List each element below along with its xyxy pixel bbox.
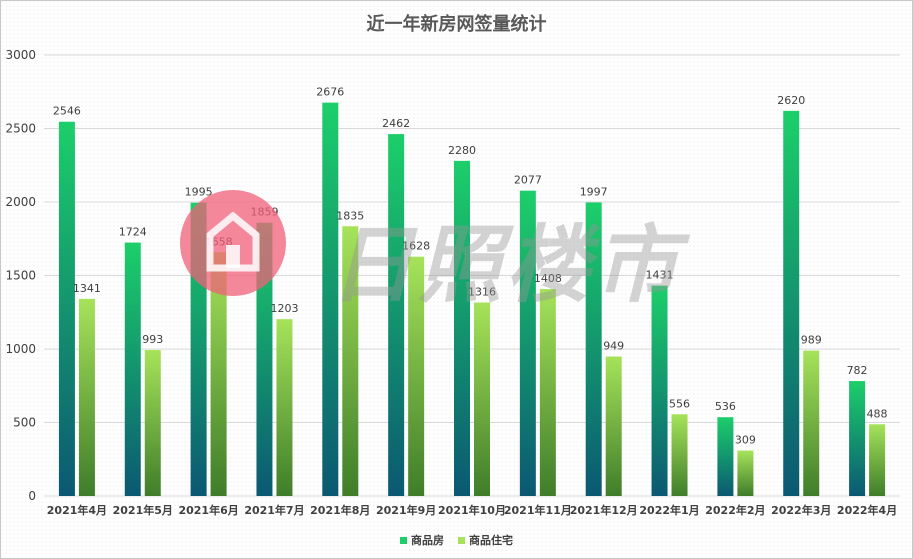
bar-series-1[interactable] — [783, 110, 800, 497]
legend-label-series-1: 商品房 — [411, 534, 444, 547]
data-label: 1203 — [270, 302, 298, 315]
x-tick-label: 2021年4月 — [47, 503, 107, 517]
chart-title: 近一年新房网签量统计 — [366, 14, 547, 35]
bar-series-1[interactable] — [849, 381, 866, 496]
data-label: 1431 — [646, 269, 674, 282]
gridlines — [44, 54, 900, 497]
bar-series-1[interactable] — [388, 134, 405, 496]
legend-item-series-2[interactable]: 商品住宅 — [458, 532, 513, 548]
bar-series-1[interactable] — [651, 285, 668, 496]
legend: 商品房 商品住宅 — [0, 532, 913, 548]
data-label: 2676 — [316, 86, 344, 99]
data-label: 993 — [142, 333, 163, 346]
data-label: 1628 — [402, 240, 430, 253]
bar-series-2[interactable] — [78, 298, 95, 496]
bar-series-2[interactable] — [869, 424, 886, 496]
x-tick-label: 2021年9月 — [376, 503, 436, 517]
x-tick-label: 2022年3月 — [771, 503, 831, 517]
x-tick-label: 2022年4月 — [837, 503, 897, 517]
x-axis-ticks: 2021年4月 2021年5月 2021年6月 2021年7月 2021年8月 2021年… — [47, 503, 897, 517]
x-tick-label: 2021年11月 — [504, 503, 572, 517]
data-label: 1997 — [580, 185, 608, 198]
bar-series-2[interactable] — [474, 302, 490, 496]
y-tick-label: 2000 — [5, 195, 36, 209]
y-tick-label: 3000 — [5, 48, 36, 62]
x-tick-label: 2021年8月 — [310, 503, 370, 517]
data-label: 1658 — [205, 235, 233, 248]
bar-series-1[interactable] — [717, 417, 734, 496]
y-tick-label: 0 — [28, 489, 36, 503]
data-label: 949 — [603, 339, 624, 352]
x-tick-label: 2021年12月 — [570, 503, 638, 517]
legend-swatch-series-1 — [400, 536, 407, 544]
bar-series-2[interactable] — [210, 252, 227, 496]
data-label: 536 — [715, 400, 736, 413]
data-label: 1316 — [468, 286, 496, 299]
bar-series-2[interactable] — [408, 256, 425, 496]
bars — [58, 102, 886, 497]
bar-series-2[interactable] — [737, 450, 754, 496]
data-labels: 2546 1341 1724 993 1995 1658 1859 1203 2676 1835 2… — [53, 86, 888, 447]
bar-series-2[interactable] — [803, 350, 820, 496]
y-tick-label: 2500 — [5, 122, 36, 136]
bar-series-1[interactable] — [454, 160, 470, 496]
data-label: 556 — [669, 397, 690, 410]
data-label: 989 — [801, 334, 822, 347]
bar-series-2[interactable] — [539, 289, 556, 496]
data-label: 2620 — [777, 94, 805, 107]
bar-series-2[interactable] — [276, 319, 293, 496]
x-tick-label: 2021年5月 — [113, 503, 173, 517]
data-label: 1408 — [534, 272, 562, 285]
bar-series-2[interactable] — [342, 226, 359, 496]
data-label: 1724 — [119, 226, 147, 239]
data-label: 2280 — [448, 144, 476, 157]
data-label: 488 — [867, 407, 888, 420]
x-tick-label: 2021年10月 — [438, 503, 506, 517]
bar-series-1[interactable] — [124, 242, 141, 496]
bar-series-1[interactable] — [585, 202, 602, 497]
bar-series-2[interactable] — [671, 414, 688, 496]
legend-swatch-series-2 — [458, 536, 465, 544]
y-tick-label: 500 — [13, 416, 36, 430]
legend-item-series-1[interactable]: 商品房 — [400, 532, 444, 548]
y-tick-label: 1000 — [5, 342, 36, 356]
x-tick-label: 2022年1月 — [639, 503, 699, 517]
data-label: 2462 — [382, 117, 410, 130]
data-label: 309 — [735, 434, 756, 447]
x-tick-label: 2022年2月 — [705, 503, 765, 517]
bar-series-1[interactable] — [58, 121, 75, 496]
bar-series-2[interactable] — [144, 350, 161, 496]
data-label: 1835 — [336, 209, 364, 222]
legend-label-series-2: 商品住宅 — [469, 534, 513, 547]
x-tick-label: 2021年6月 — [178, 503, 238, 517]
x-tick-label: 2021年7月 — [244, 503, 304, 517]
bar-series-1[interactable] — [322, 102, 339, 497]
bar-series-2[interactable] — [605, 356, 622, 496]
bar-series-1[interactable] — [256, 222, 273, 497]
data-label: 1995 — [185, 186, 213, 199]
data-label: 1859 — [250, 206, 278, 219]
data-label: 2546 — [53, 105, 81, 118]
y-tick-label: 1500 — [5, 269, 36, 283]
data-label: 782 — [847, 364, 868, 377]
bar-series-1[interactable] — [519, 190, 536, 496]
data-label: 1341 — [73, 282, 101, 295]
y-axis-ticks: 0 500 1000 1500 2000 2500 3000 — [5, 48, 36, 503]
data-label: 2077 — [514, 174, 542, 187]
